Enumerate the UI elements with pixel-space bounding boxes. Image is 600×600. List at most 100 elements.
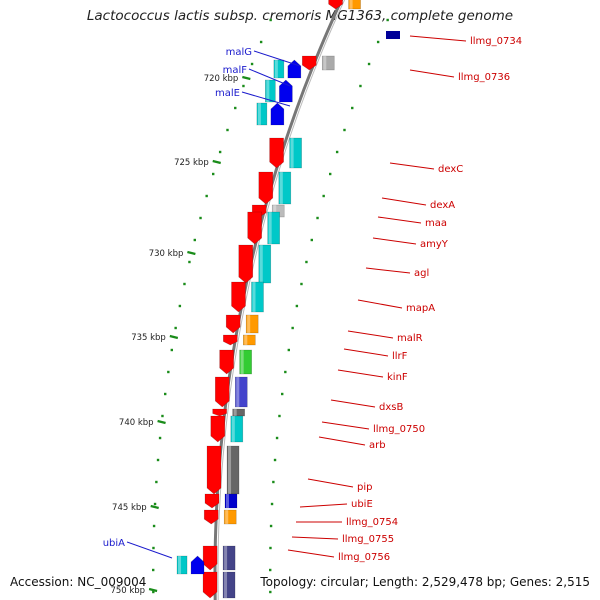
outer-tick-dot xyxy=(272,480,275,484)
gene-label: malF xyxy=(223,65,248,76)
accession-text: Accession: NC_009004 xyxy=(10,575,147,589)
cog-box xyxy=(222,571,236,599)
gene-label: pip xyxy=(357,482,372,493)
inner-tick-dot xyxy=(158,436,162,440)
outer-tick-dot xyxy=(269,568,272,572)
cog-box-shine xyxy=(233,409,237,416)
label-leader-line xyxy=(365,267,411,274)
inner-tick-dot xyxy=(199,216,202,220)
reverse-gene-arrow xyxy=(223,334,238,346)
cog-box-shine xyxy=(259,245,263,283)
cog-box-shine xyxy=(247,315,251,333)
label-leader-line xyxy=(377,216,422,224)
outer-tick-dot xyxy=(295,304,299,308)
kbp-tick xyxy=(242,75,251,81)
kbp-tick-label: 750 kbp xyxy=(110,586,145,596)
reverse-gene-arrow xyxy=(231,281,246,313)
inner-tick-dot xyxy=(152,524,156,528)
gene-label: amyY xyxy=(420,239,449,250)
label-leader-line xyxy=(126,541,173,559)
inner-tick-dot xyxy=(178,304,182,308)
kbp-tick xyxy=(148,587,158,593)
label-leader-line xyxy=(248,68,291,87)
reverse-gene-arrow xyxy=(206,445,222,495)
gene-label: dexA xyxy=(430,200,455,211)
reverse-gene-arrow xyxy=(202,545,218,571)
reverse-gene-arrow xyxy=(204,493,220,509)
backbone-shadow xyxy=(217,0,346,600)
outer-tick-dot xyxy=(284,370,287,374)
cog-box xyxy=(265,79,276,103)
kbp-tick-label: 745 kbp xyxy=(112,503,147,513)
label-leader-line xyxy=(318,436,366,446)
kbp-tick xyxy=(150,504,159,510)
outer-tick-dot xyxy=(316,216,319,220)
gene-label: llrF xyxy=(392,351,408,362)
reverse-gene-arrow xyxy=(247,211,262,245)
kbp-tick xyxy=(212,159,222,165)
cog-box xyxy=(348,0,361,10)
cog-box-shine xyxy=(224,572,228,598)
outer-tick-dot xyxy=(367,62,371,66)
cog-box-shine xyxy=(236,377,240,407)
reverse-gene-arrow xyxy=(328,0,343,10)
cog-box xyxy=(289,137,302,169)
label-leader-line xyxy=(253,50,301,67)
outer-tick-dot xyxy=(270,502,274,506)
cog-box xyxy=(243,334,256,346)
outer-tick-dot xyxy=(322,194,325,198)
cog-box-shine xyxy=(266,80,270,102)
gene-label: llmg_0736 xyxy=(458,72,510,83)
gene-label: malE xyxy=(215,88,240,99)
label-leader-line xyxy=(409,35,467,42)
forward-gene-labels: malG malF malE ubiA xyxy=(103,47,301,559)
gene-label: llmg_0756 xyxy=(338,552,390,563)
outer-tick-dot xyxy=(269,546,272,550)
kbp-tick-label: 725 kbp xyxy=(174,158,209,168)
gene-label: dxsB xyxy=(379,402,403,413)
cog-box xyxy=(234,376,248,408)
cog-box xyxy=(245,314,259,334)
outer-tick-dot xyxy=(269,590,272,594)
gene-label: ubiA xyxy=(103,538,125,549)
label-leader-line xyxy=(287,549,335,558)
label-leader-line xyxy=(381,197,427,206)
outer-tick-dot xyxy=(278,414,281,418)
reverse-gene-arrow xyxy=(238,244,254,284)
outer-tick-dot xyxy=(359,84,362,88)
outer-tick-dot xyxy=(269,524,273,528)
kbp-tick xyxy=(169,334,179,340)
inner-tick-dot xyxy=(250,62,254,66)
kbp-axis: 720 kbp 725 kbp 730 kbp 735 kbp 740 kbp 745 k… xyxy=(110,74,251,596)
cog-box xyxy=(258,244,272,284)
inner-tick-dot xyxy=(193,238,196,242)
inner-tick-dot xyxy=(170,348,174,352)
outer-tick-dot xyxy=(273,458,277,462)
label-leader-line xyxy=(372,237,417,245)
kbp-tick-label: 740 kbp xyxy=(119,418,154,428)
cog-box xyxy=(239,349,252,375)
inner-tick-dot xyxy=(234,106,237,110)
label-leader-line xyxy=(409,69,455,78)
forward-gene-arrow xyxy=(270,102,285,126)
cog-box-shine xyxy=(279,172,283,204)
inner-tick-dot xyxy=(226,128,229,132)
inner-tick-dot xyxy=(174,326,177,330)
cog-box-shine xyxy=(231,416,235,442)
outer-tick-dot xyxy=(300,282,303,286)
label-leader-line xyxy=(343,348,389,357)
outer-tick-dot xyxy=(335,150,339,154)
inner-tick-dot xyxy=(164,392,167,396)
outer-tick-dot xyxy=(310,238,313,242)
reverse-gene-arrow xyxy=(301,55,317,71)
cog-box-shine xyxy=(178,556,182,574)
cog-box-shine xyxy=(225,510,229,524)
gene-label: llmg_0754 xyxy=(346,517,398,528)
cog-box-shine xyxy=(252,282,256,312)
reverse-gene-arrow xyxy=(225,314,241,334)
reverse-gene-arrow xyxy=(203,509,219,525)
inner-tick-dot xyxy=(269,18,272,22)
cog-box-shine xyxy=(240,350,244,374)
cog-box-shine xyxy=(226,494,229,508)
outer-tick-dot xyxy=(386,18,389,22)
